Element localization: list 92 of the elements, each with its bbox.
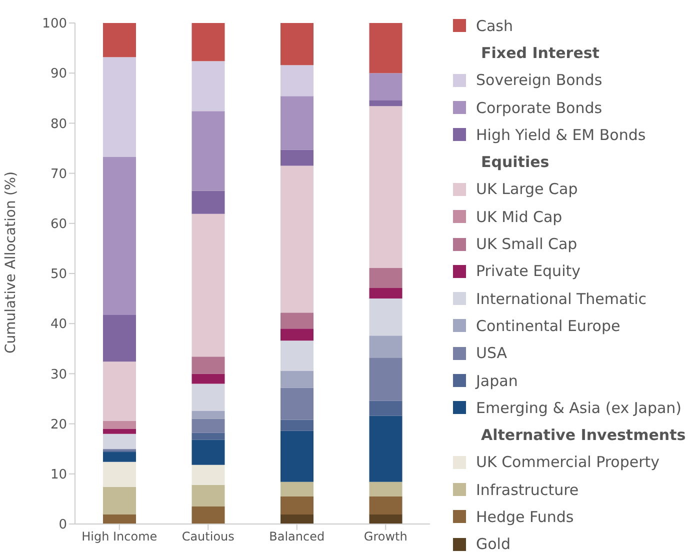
bar — [103, 514, 136, 524]
bar — [103, 156, 136, 315]
bar — [280, 312, 314, 329]
y-tick-label: 40 — [50, 317, 67, 332]
y-tick-label: 100 — [42, 16, 67, 32]
bar — [280, 23, 314, 66]
bar — [280, 340, 314, 371]
bar — [369, 416, 402, 482]
bar — [369, 73, 402, 100]
y-axis-title: Cumulative Allocation (%) — [2, 171, 19, 354]
bar — [103, 452, 136, 462]
y-tick-label: 10 — [50, 468, 67, 483]
y-tick-label: 0 — [58, 518, 67, 533]
bar — [103, 57, 136, 157]
y-tick-label: 50 — [50, 267, 67, 282]
bar — [192, 484, 225, 506]
bar — [369, 106, 402, 268]
legend-label: Japan — [476, 372, 518, 390]
bar — [280, 96, 314, 150]
bar — [369, 358, 402, 401]
bar — [192, 410, 225, 419]
bar — [103, 420, 136, 429]
bar — [280, 370, 314, 388]
bar — [103, 428, 136, 434]
bar — [280, 150, 314, 166]
legend-label: Gold — [476, 535, 510, 554]
bar — [192, 61, 225, 112]
y-tick-label: 20 — [50, 417, 67, 432]
bar — [369, 268, 402, 288]
legend-label: International Thematic — [476, 290, 647, 308]
bar — [280, 388, 314, 420]
bar — [369, 336, 402, 358]
legend-label: Infrastructure — [476, 480, 579, 499]
bar — [103, 362, 136, 421]
bar — [280, 496, 314, 514]
bar — [192, 190, 225, 214]
bar — [103, 314, 136, 362]
bar — [369, 288, 402, 299]
bar — [192, 464, 225, 485]
bar — [369, 298, 402, 336]
x-tick-label: Balanced — [269, 530, 325, 544]
bar — [369, 496, 402, 514]
y-tick-label: 80 — [50, 116, 67, 132]
bar — [280, 328, 314, 341]
bar — [369, 100, 402, 106]
bar — [192, 506, 225, 524]
bar — [280, 166, 314, 313]
legend-label: Emerging & Asia (ex Japan) — [476, 398, 682, 417]
x-tick-label: Growth — [364, 530, 408, 544]
bar — [280, 420, 314, 431]
bar — [103, 23, 136, 58]
bar — [103, 462, 136, 487]
y-tick-label: 70 — [50, 166, 67, 182]
legend-label: USA — [476, 344, 508, 362]
legend-label: UK Small Cap — [476, 235, 578, 254]
legend-label: Continental Europe — [476, 316, 620, 335]
text: Equities — [480, 152, 550, 174]
legend-label: UK Large Cap — [476, 180, 578, 198]
legend-label: Cash — [476, 16, 513, 35]
bar — [192, 374, 225, 384]
y-tick-label: 30 — [50, 367, 67, 382]
bar — [192, 23, 225, 62]
bar — [192, 214, 225, 357]
bar — [280, 514, 314, 524]
y-tick-label: 90 — [50, 66, 67, 82]
text: Fixed Interest — [480, 42, 600, 64]
x-tick-label: Cautious — [182, 530, 234, 544]
legend-label: UK Mid Cap — [476, 208, 562, 226]
legend-label: Private Equity — [476, 262, 580, 280]
bar — [192, 432, 225, 440]
bar — [192, 384, 225, 411]
bar — [192, 356, 225, 374]
bar — [103, 434, 136, 449]
x-tick-label: High Income — [82, 530, 158, 544]
bar — [369, 400, 402, 416]
legend-label: Corporate Bonds — [476, 98, 602, 117]
text: Alternative Investments — [480, 425, 686, 446]
y-tick-label: 60 — [50, 217, 67, 232]
bar — [280, 65, 314, 96]
legend-label: Hedge Funds — [476, 508, 574, 526]
bar — [103, 486, 136, 514]
legend-label: UK Commercial Property — [476, 453, 660, 472]
bar — [369, 482, 402, 496]
legend-label: High Yield & EM Bonds — [476, 126, 646, 144]
legend-label: Sovereign Bonds — [476, 71, 602, 90]
bar — [369, 514, 402, 524]
bar — [192, 111, 225, 191]
bar — [192, 440, 225, 465]
bar — [369, 23, 402, 74]
bar — [192, 418, 225, 433]
bar — [280, 430, 314, 482]
bar — [280, 482, 314, 496]
